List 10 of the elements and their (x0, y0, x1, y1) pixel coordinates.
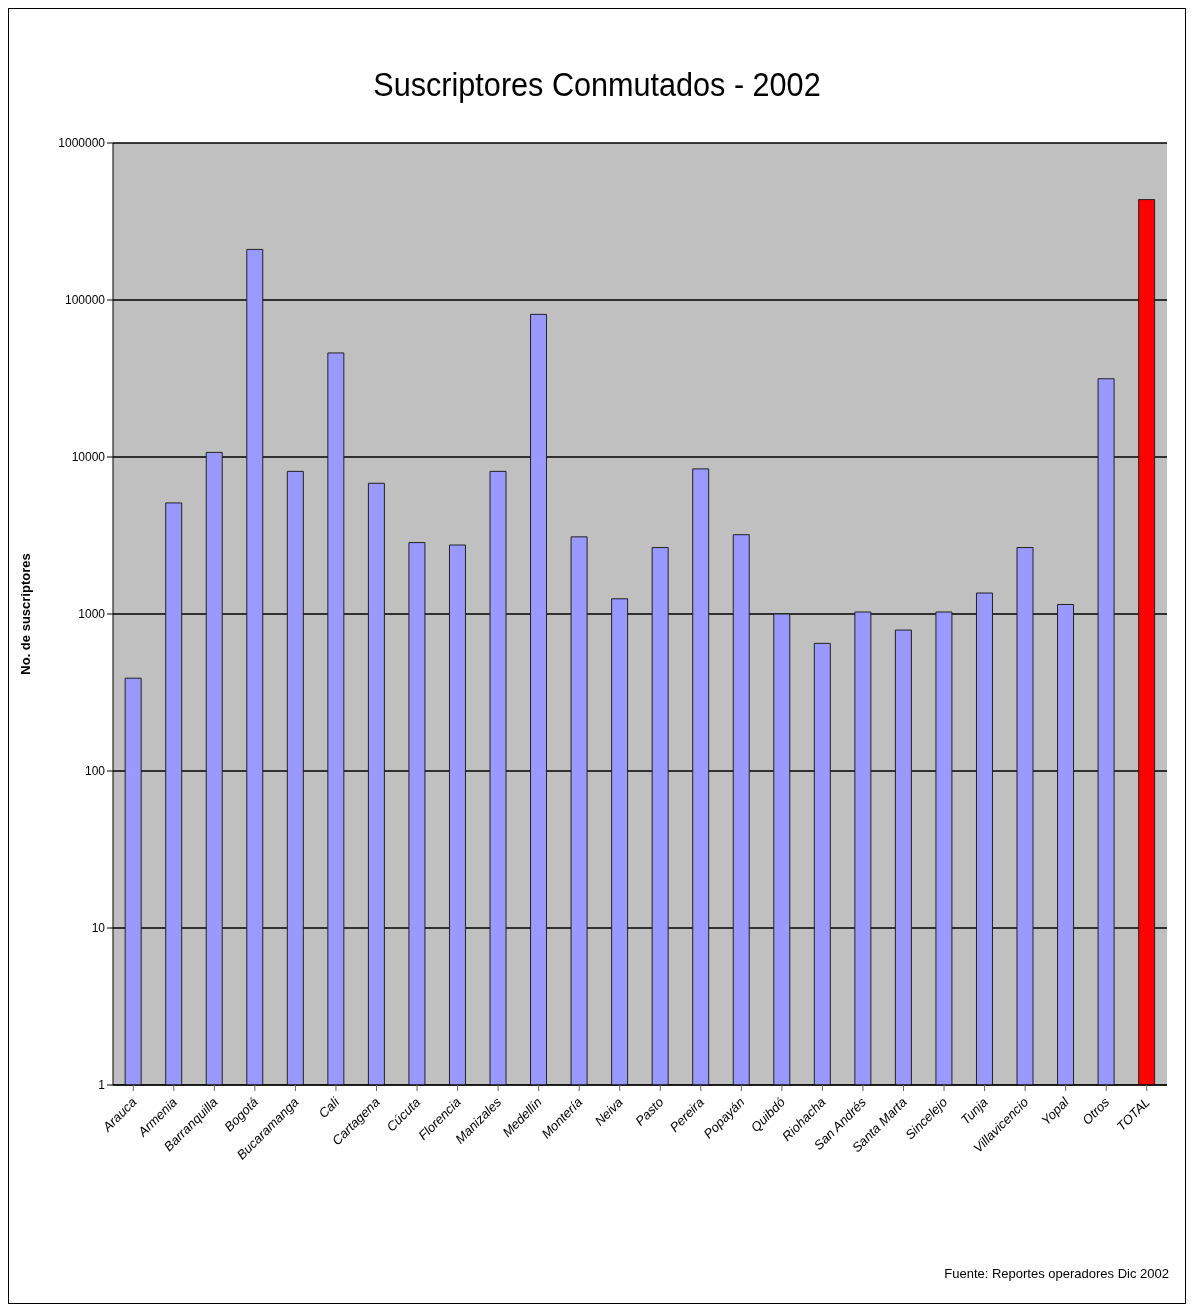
y-tick-label: 1000 (78, 607, 106, 622)
y-tick-label: 1 (98, 1078, 106, 1093)
y-tick-label: 10000 (71, 450, 106, 465)
y-tick-label: 10 (91, 921, 106, 936)
chart-title: Suscriptores Conmutados - 2002 (372, 65, 822, 105)
y-tick-label: 100000 (64, 293, 106, 308)
y-tick-label: 100 (84, 764, 106, 779)
y-axis-title: No. de suscriptores (17, 553, 33, 675)
source-note: Fuente: Reportes operadores Dic 2002 (944, 1266, 1169, 1281)
y-tick-label: 1000000 (58, 136, 106, 151)
